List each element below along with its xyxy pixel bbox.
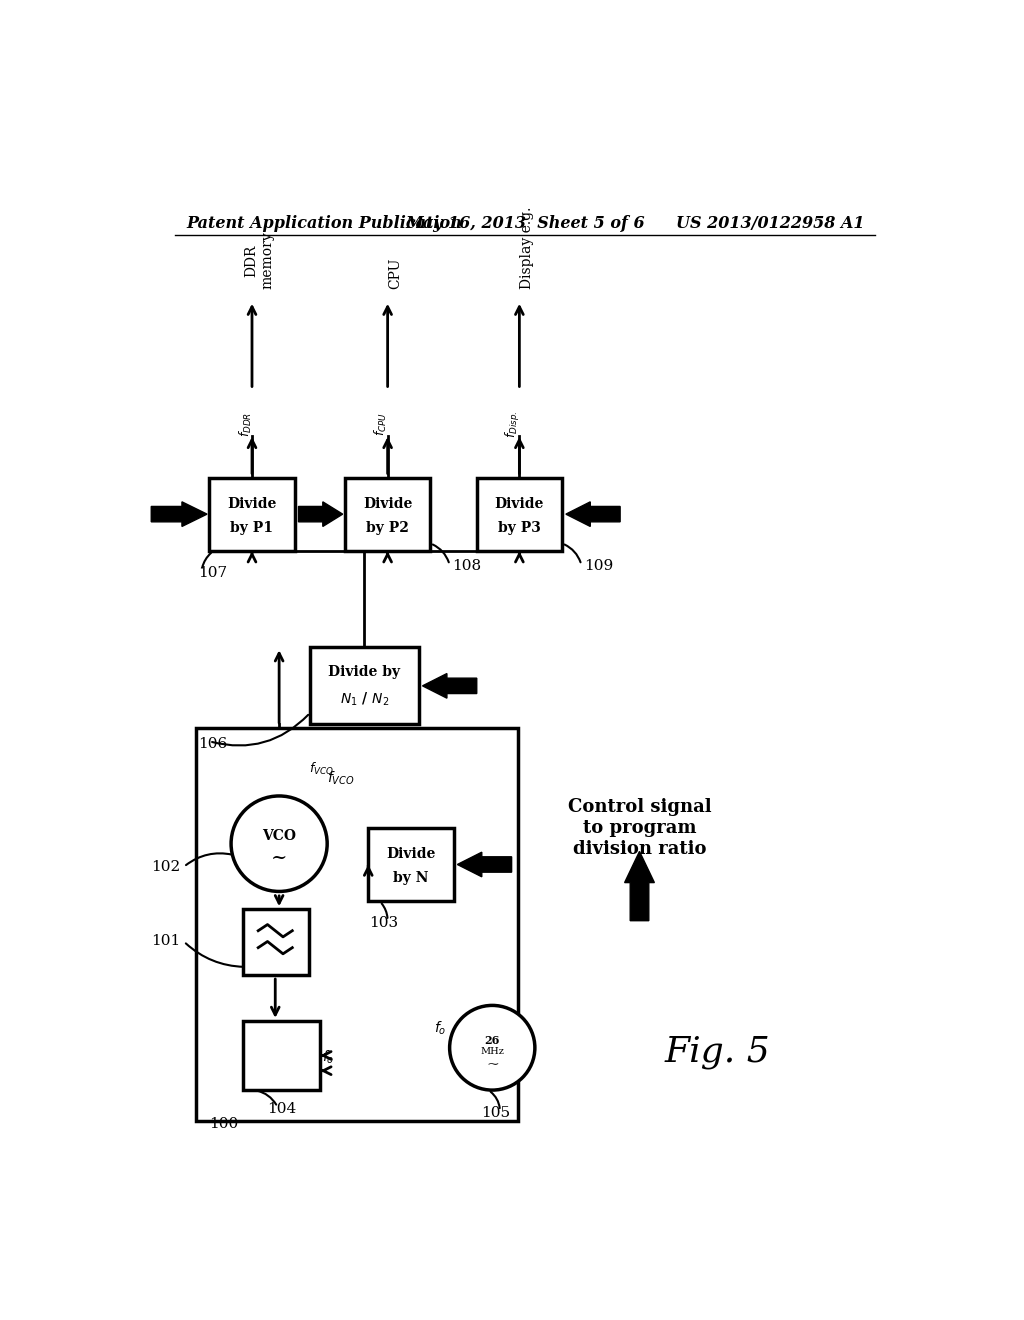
Bar: [310, 647, 419, 725]
Text: ~: ~: [271, 849, 288, 866]
Text: Divide by: Divide by: [329, 665, 400, 678]
Circle shape: [231, 796, 328, 891]
Text: 105: 105: [481, 1106, 511, 1121]
Circle shape: [450, 1006, 535, 1090]
Text: by P1: by P1: [230, 520, 273, 535]
Text: 104: 104: [267, 1102, 296, 1117]
Text: Divide: Divide: [495, 496, 544, 511]
Text: by P2: by P2: [367, 520, 409, 535]
Text: MHz: MHz: [480, 1047, 504, 1056]
Bar: [345, 478, 430, 552]
Bar: [209, 478, 295, 552]
Text: $N_1$ / $N_2$: $N_1$ / $N_2$: [340, 690, 389, 709]
FancyArrow shape: [625, 851, 654, 921]
Bar: [243, 909, 308, 974]
Text: ~: ~: [485, 1057, 499, 1072]
Text: $f_o$: $f_o$: [322, 1048, 334, 1065]
Text: 108: 108: [452, 560, 481, 573]
Bar: [369, 829, 454, 902]
Text: US 2013/0122958 A1: US 2013/0122958 A1: [676, 215, 864, 232]
Text: 100: 100: [209, 1117, 239, 1131]
Text: Control signal
to program
division ratio: Control signal to program division ratio: [567, 799, 712, 858]
Text: VCO: VCO: [262, 829, 296, 843]
Text: May 16, 2013  Sheet 5 of 6: May 16, 2013 Sheet 5 of 6: [404, 215, 645, 232]
Text: $f_o$: $f_o$: [434, 1020, 446, 1038]
Text: by P3: by P3: [498, 520, 541, 535]
Text: 102: 102: [152, 859, 180, 874]
Text: by N: by N: [393, 871, 429, 884]
Text: Divide: Divide: [386, 847, 435, 861]
Text: Display e.g.: Display e.g.: [520, 207, 535, 289]
Text: $f_{VCO}$: $f_{VCO}$: [309, 760, 334, 777]
Text: $f_{DDR}$: $f_{DDR}$: [238, 412, 254, 437]
Text: 26: 26: [484, 1035, 500, 1045]
FancyArrow shape: [299, 502, 343, 527]
Text: Divide: Divide: [362, 496, 413, 511]
Bar: [197, 729, 518, 1121]
FancyArrow shape: [152, 502, 207, 527]
Text: 107: 107: [198, 566, 227, 579]
Text: 109: 109: [584, 560, 613, 573]
FancyArrow shape: [458, 853, 512, 876]
FancyArrow shape: [423, 673, 477, 698]
Bar: [477, 478, 562, 552]
Text: $f_{Disp.}$: $f_{Disp.}$: [504, 411, 522, 438]
Text: $f_{CPU}$: $f_{CPU}$: [374, 412, 389, 436]
Text: Divide: Divide: [227, 496, 276, 511]
Bar: [243, 1020, 321, 1090]
Text: CPU: CPU: [388, 257, 402, 289]
Text: 106: 106: [198, 737, 227, 751]
Text: 103: 103: [370, 916, 398, 931]
Text: Fig. 5: Fig. 5: [665, 1035, 770, 1069]
Text: Patent Application Publication: Patent Application Publication: [186, 215, 462, 232]
FancyArrow shape: [566, 502, 621, 527]
Text: DDR
memory: DDR memory: [245, 231, 274, 289]
Text: $f_{VCO}$: $f_{VCO}$: [328, 770, 355, 787]
Text: 101: 101: [152, 935, 180, 949]
